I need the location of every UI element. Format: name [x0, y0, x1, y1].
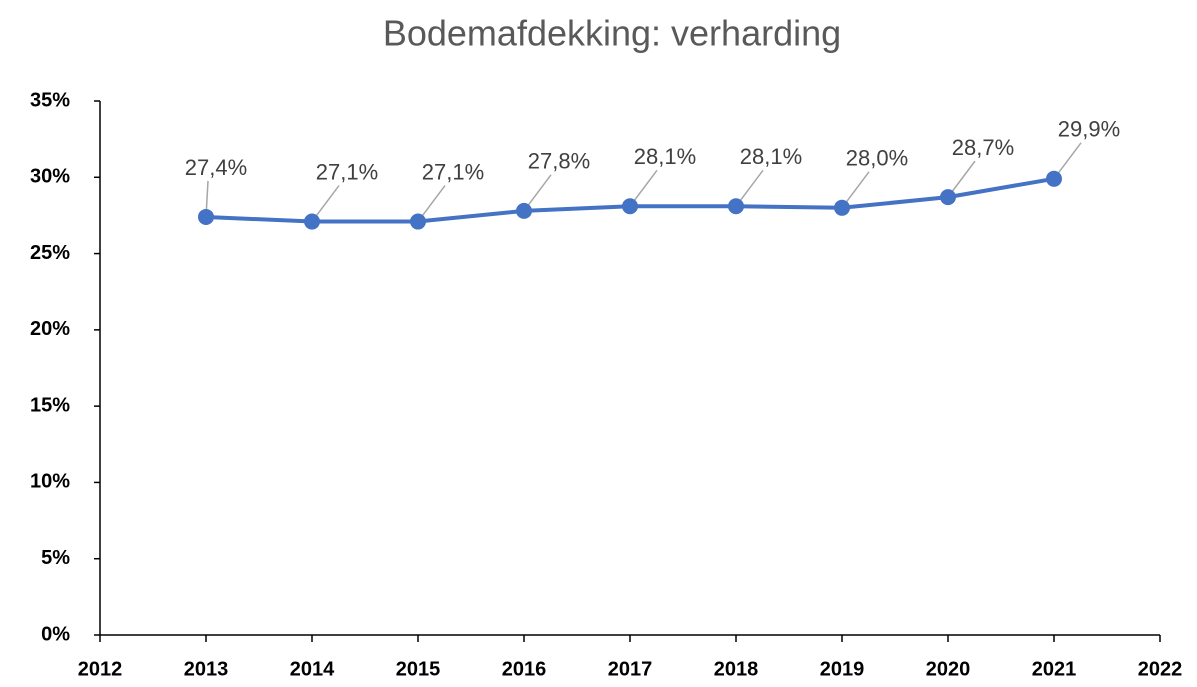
x-tick-label: 2012 — [78, 658, 123, 680]
y-tick-label: 30% — [30, 166, 70, 188]
y-tick-label: 25% — [30, 242, 70, 264]
data-label: 27,1% — [422, 159, 484, 184]
data-label: 28,0% — [846, 146, 908, 171]
data-point — [410, 213, 426, 230]
data-label: 28,7% — [952, 135, 1014, 160]
y-tick-label: 35% — [30, 89, 70, 111]
data-point — [516, 202, 532, 219]
x-tick-label: 2018 — [714, 658, 759, 680]
data-label: 28,1% — [740, 144, 802, 169]
y-tick-label: 5% — [41, 547, 70, 569]
data-point — [728, 198, 744, 215]
x-tick-label: 2015 — [396, 658, 441, 680]
y-tick-label: 0% — [41, 623, 70, 645]
x-tick-label: 2019 — [820, 658, 865, 680]
chart-title: Bodemafdekking: verharding — [383, 13, 841, 54]
x-tick-label: 2022 — [1138, 658, 1183, 680]
x-tick-label: 2013 — [184, 658, 229, 680]
data-label: 27,4% — [185, 155, 247, 180]
data-point — [834, 199, 850, 216]
y-tick-label: 20% — [30, 318, 70, 340]
data-label: 29,9% — [1058, 117, 1120, 142]
x-tick-label: 2016 — [502, 658, 547, 680]
y-tick-label: 15% — [30, 394, 70, 416]
x-tick-label: 2017 — [608, 658, 653, 680]
data-point — [622, 198, 638, 215]
data-point — [304, 213, 320, 230]
y-tick-label: 10% — [30, 471, 70, 493]
data-label: 27,8% — [528, 149, 590, 174]
data-label: 28,1% — [634, 144, 696, 169]
x-tick-label: 2014 — [290, 658, 335, 680]
data-point — [1046, 170, 1062, 187]
data-point — [198, 208, 214, 225]
data-label: 27,1% — [316, 159, 378, 184]
x-tick-label: 2021 — [1032, 658, 1077, 680]
x-tick-label: 2020 — [926, 658, 971, 680]
data-point — [940, 189, 956, 206]
